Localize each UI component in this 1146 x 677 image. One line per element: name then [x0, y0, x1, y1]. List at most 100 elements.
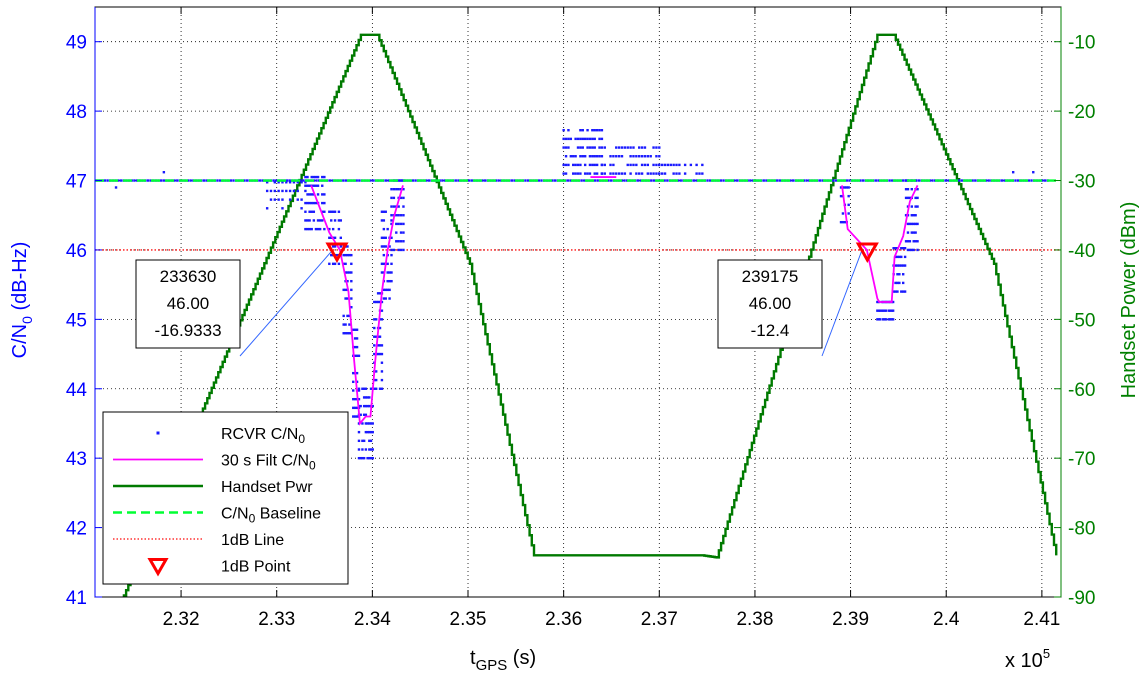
rcvr-dot	[971, 179, 974, 182]
rcvr-dot	[402, 196, 405, 200]
rcvr-dot	[362, 439, 366, 443]
rcvr-dot	[205, 179, 208, 182]
rcvr-dot	[312, 219, 316, 222]
x-multiplier: x 105	[1005, 646, 1050, 672]
rcvr-dot	[454, 179, 457, 182]
rcvr-dot	[655, 155, 658, 158]
rcvr-dot	[368, 430, 371, 434]
rcvr-dot	[908, 222, 912, 226]
y-right-tick-label: -30	[1068, 172, 1095, 193]
rcvr-dot	[304, 201, 307, 205]
rcvr-dot	[353, 337, 357, 340]
x-tick-label: 2.37	[641, 609, 678, 630]
rcvr-dot	[159, 179, 163, 182]
rcvr-dot	[593, 179, 597, 182]
rcvr-dot	[564, 172, 568, 175]
rcvr-dot	[609, 179, 613, 182]
rcvr-dot	[378, 352, 382, 356]
rcvr-dot	[328, 179, 332, 182]
rcvr-dot	[600, 172, 604, 175]
rcvr-dot	[376, 300, 380, 304]
rcvr-dot	[380, 300, 384, 304]
annotation-box	[717, 259, 823, 349]
rcvr-dot	[288, 181, 292, 184]
one-db-points	[325, 242, 879, 264]
rcvr-dot	[361, 439, 364, 443]
rcvr-dot	[321, 219, 324, 222]
rcvr-dot	[666, 163, 670, 167]
legend-label-main: 30 s Filt C/N	[221, 453, 309, 470]
rcvr-dot	[355, 380, 359, 384]
rcvr-dot	[386, 288, 389, 292]
rcvr-dot	[894, 264, 897, 267]
rcvr-dot	[314, 227, 318, 231]
rcvr-dot	[901, 281, 905, 285]
rcvr-dot	[638, 155, 641, 158]
rcvr-dot	[355, 337, 359, 340]
rcvr-dot	[791, 179, 795, 182]
rcvr-dot	[540, 179, 543, 182]
rcvr-dot	[583, 172, 587, 175]
rcvr-dot	[318, 227, 322, 231]
rcvr-dot	[306, 184, 309, 187]
rcvr-dot	[392, 188, 396, 191]
legend-label-tail: Baseline	[255, 506, 321, 523]
rcvr-dot	[612, 163, 615, 167]
rcvr-dot	[591, 155, 594, 158]
rcvr-dot	[402, 248, 405, 252]
rcvr-dot	[586, 129, 589, 132]
rcvr-dot	[623, 179, 626, 182]
rcvr-dot	[914, 240, 917, 243]
rcvr-dot	[898, 281, 901, 285]
rcvr-dot	[574, 163, 577, 167]
rcvr-dot	[620, 172, 624, 175]
rcvr-dot	[373, 300, 376, 304]
rcvr-dot	[660, 172, 664, 175]
x-tick-label: 2.33	[258, 609, 295, 630]
rcvr-dot	[900, 255, 903, 259]
x-tick-label: 2.32	[163, 609, 200, 630]
rcvr-dot	[676, 179, 680, 182]
rcvr-dot	[623, 146, 627, 149]
rcvr-dot	[316, 184, 320, 187]
rcvr-dot	[342, 323, 345, 326]
rcvr-dot	[845, 186, 848, 189]
rcvr-dot	[931, 179, 934, 182]
rcvr-dot	[910, 248, 913, 252]
rcvr-dot	[620, 155, 624, 158]
rcvr-dot	[658, 146, 661, 149]
rcvr-dot	[910, 231, 913, 234]
rcvr-dot	[321, 193, 324, 196]
rcvr-dot	[346, 271, 349, 274]
rcvr-dot	[106, 179, 109, 182]
rcvr-dot	[364, 448, 368, 451]
rcvr-dot	[392, 196, 396, 200]
rcvr-dot	[308, 210, 311, 213]
rcvr-dot	[896, 255, 899, 259]
rcvr-dot	[350, 306, 353, 309]
rcvr-dot	[841, 220, 845, 224]
rcvr-dot	[901, 179, 905, 182]
rcvr-dot	[706, 179, 709, 182]
rcvr-dot	[805, 179, 808, 182]
rcvr-dot	[904, 196, 908, 200]
rcvr-dot	[892, 290, 895, 293]
annotation-value: 46.00	[749, 294, 792, 313]
rcvr-dot	[603, 163, 606, 167]
rcvr-dot	[300, 198, 303, 201]
rcvr-dot	[335, 253, 339, 257]
rcvr-dot	[357, 354, 361, 357]
rcvr-dot	[467, 179, 471, 182]
rcvr-dot	[350, 253, 353, 257]
rcvr-dot	[572, 163, 575, 167]
rcvr-dot	[593, 163, 596, 167]
rcvr-dot	[576, 137, 580, 141]
rcvr-dot	[916, 205, 919, 208]
rcvr-dot	[232, 179, 235, 182]
rcvr-dot	[695, 163, 698, 167]
rcvr-dot	[300, 207, 303, 210]
rcvr-dot	[411, 179, 415, 182]
rcvr-dot	[891, 309, 895, 312]
rcvr-dot	[402, 222, 405, 226]
rcvr-dot	[395, 214, 398, 217]
